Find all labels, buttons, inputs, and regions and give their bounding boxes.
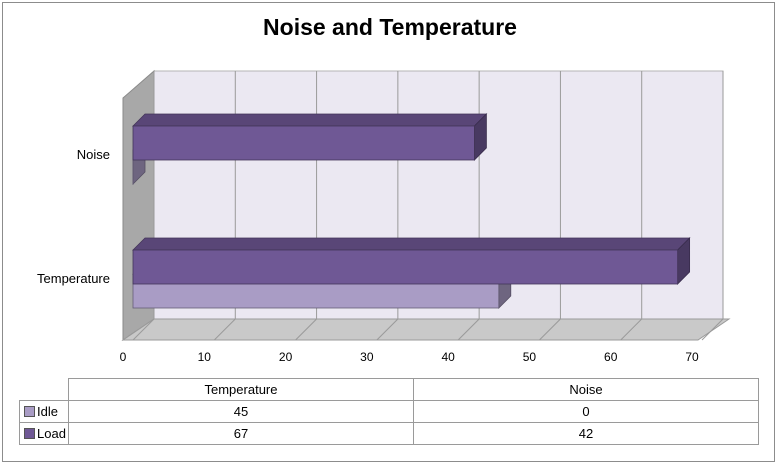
x-tick-label: 70	[685, 350, 699, 364]
table-cell: 0	[413, 400, 759, 423]
legend-label: Load	[37, 426, 66, 441]
floor-gridline	[295, 318, 317, 341]
x-tick-label: 20	[279, 350, 293, 364]
bar-load-noise-top	[132, 113, 488, 127]
x-tick-label: 30	[360, 350, 374, 364]
column-header: Noise	[413, 378, 759, 401]
column-header: Temperature	[68, 378, 414, 401]
legend-entry-load: Load	[19, 422, 69, 445]
table-cell: 45	[68, 400, 414, 423]
bar-load-noise	[132, 125, 475, 161]
table-cell: 67	[68, 422, 414, 445]
bar-load-temperature	[132, 249, 679, 285]
legend-key-idle	[24, 406, 35, 417]
floor-gridline	[457, 318, 480, 341]
floor-gridline	[132, 318, 155, 341]
legend-key-load	[24, 428, 35, 439]
data-table: Temperature Noise Idle 45 0 Load 67 42	[19, 378, 759, 445]
bar-load-temperature-top	[132, 237, 691, 251]
y-axis-category-labels: Temperature Noise	[37, 147, 110, 286]
floor-gridline	[620, 318, 643, 341]
floor-gridline	[539, 318, 561, 341]
floor	[121, 318, 731, 341]
data-table-row: Load 67 42	[19, 422, 759, 445]
x-axis-tick-labels: 0 10 20 30 40 50 60 70	[120, 350, 699, 364]
floor-gridline	[213, 318, 236, 341]
data-table-header-row: Temperature Noise	[19, 378, 759, 401]
x-tick-label: 10	[198, 350, 212, 364]
x-tick-label: 40	[441, 350, 455, 364]
table-cell: 42	[413, 422, 759, 445]
category-label: Noise	[77, 147, 110, 162]
x-tick-label: 50	[523, 350, 537, 364]
x-tick-label: 0	[120, 350, 127, 364]
legend-entry-idle: Idle	[19, 400, 69, 423]
chart-title: Noise and Temperature	[263, 14, 517, 40]
bar-chart-plot: 0 10 20 30 40 50 60 70 Temperature Noise	[37, 69, 731, 364]
x-tick-label: 60	[604, 350, 618, 364]
floor-gridline	[376, 318, 399, 341]
floor-gridline	[701, 318, 724, 341]
category-label: Temperature	[37, 271, 110, 286]
bars	[132, 113, 691, 309]
data-table-corner	[19, 378, 69, 401]
data-table-row: Idle 45 0	[19, 400, 759, 423]
legend-label: Idle	[37, 404, 58, 419]
